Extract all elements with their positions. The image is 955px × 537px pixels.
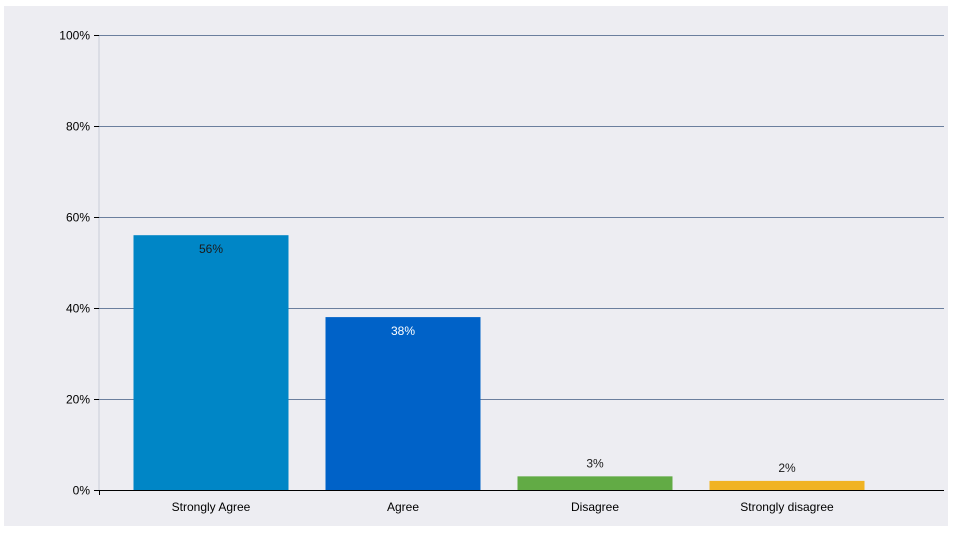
bar[interactable] [517,476,673,490]
x-tick-label: Strongly Agree [172,500,251,514]
y-tick-label: 80% [66,120,90,134]
axes [94,35,944,495]
y-tick-label: 20% [66,393,90,407]
data-label: 38% [391,324,415,338]
x-tick-label: Disagree [571,500,619,514]
x-tick-label: Strongly disagree [740,500,834,514]
bar[interactable] [133,235,289,490]
data-label: 2% [778,461,796,475]
y-tick-label: 40% [66,302,90,316]
x-tick-label: Agree [387,500,419,514]
y-tick-label: 0% [73,484,91,498]
y-tick-label: 100% [59,29,90,43]
data-label: 56% [199,242,223,256]
labels: 0% 20% 40% 60% 80% 100% 56% Strongly Agree 38% Ag… [59,29,834,515]
y-tick-label: 60% [66,211,90,225]
data-label: 3% [586,456,604,470]
bar[interactable] [325,317,481,490]
bar[interactable] [709,480,865,490]
bars [133,235,865,490]
